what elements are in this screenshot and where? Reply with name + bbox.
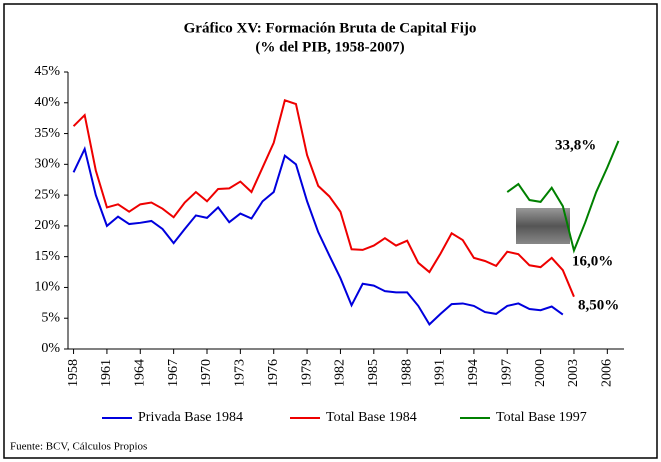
y-tick-label: 40% <box>34 95 60 110</box>
y-tick-label: 30% <box>34 157 60 172</box>
annotation: 16,0% <box>572 253 613 269</box>
legend-label: Total Base 1997 <box>496 410 587 425</box>
x-tick-label: 1994 <box>466 359 481 387</box>
y-tick-label: 45% <box>34 64 60 79</box>
y-tick-label: 5% <box>41 310 60 325</box>
x-tick-label: 1964 <box>132 359 147 387</box>
x-tick-label: 1967 <box>166 359 181 387</box>
y-tick-label: 15% <box>34 249 60 264</box>
x-tick-label: 1985 <box>366 359 381 387</box>
x-tick-label: 1991 <box>433 359 448 387</box>
chart: Gráfico XV: Formación Bruta de Capital F… <box>0 0 661 462</box>
y-tick-label: 20% <box>34 218 60 233</box>
x-tick-label: 1970 <box>199 359 214 387</box>
x-tick-label: 1982 <box>333 359 348 387</box>
x-tick-label: 2006 <box>600 359 615 387</box>
x-tick-label: 1958 <box>66 359 81 387</box>
x-tick-label: 1973 <box>233 359 248 387</box>
annotation: 8,50% <box>578 297 619 313</box>
x-tick-label: 2003 <box>566 359 581 387</box>
x-tick-label: 1988 <box>399 359 414 387</box>
y-tick-label: 35% <box>34 126 60 141</box>
legend-label: Privada Base 1984 <box>138 410 243 425</box>
chart-subtitle: (% del PIB, 1958-2007) <box>255 39 404 55</box>
legend-label: Total Base 1984 <box>326 410 417 425</box>
x-tick-label: 1976 <box>266 359 281 387</box>
y-tick-label: 0% <box>41 341 60 356</box>
chart-title: Gráfico XV: Formación Bruta de Capital F… <box>184 20 477 36</box>
y-tick-label: 10% <box>34 280 60 295</box>
x-tick-label: 1961 <box>99 359 114 387</box>
x-tick-label: 2000 <box>533 359 548 387</box>
x-tick-label: 1997 <box>499 359 514 387</box>
source: Fuente: BCV, Cálculos Propios <box>10 441 147 453</box>
x-tick-label: 1979 <box>299 359 314 387</box>
y-tick-label: 25% <box>34 187 60 202</box>
annotation: 33,8% <box>555 137 596 153</box>
embedded-image <box>516 208 570 244</box>
